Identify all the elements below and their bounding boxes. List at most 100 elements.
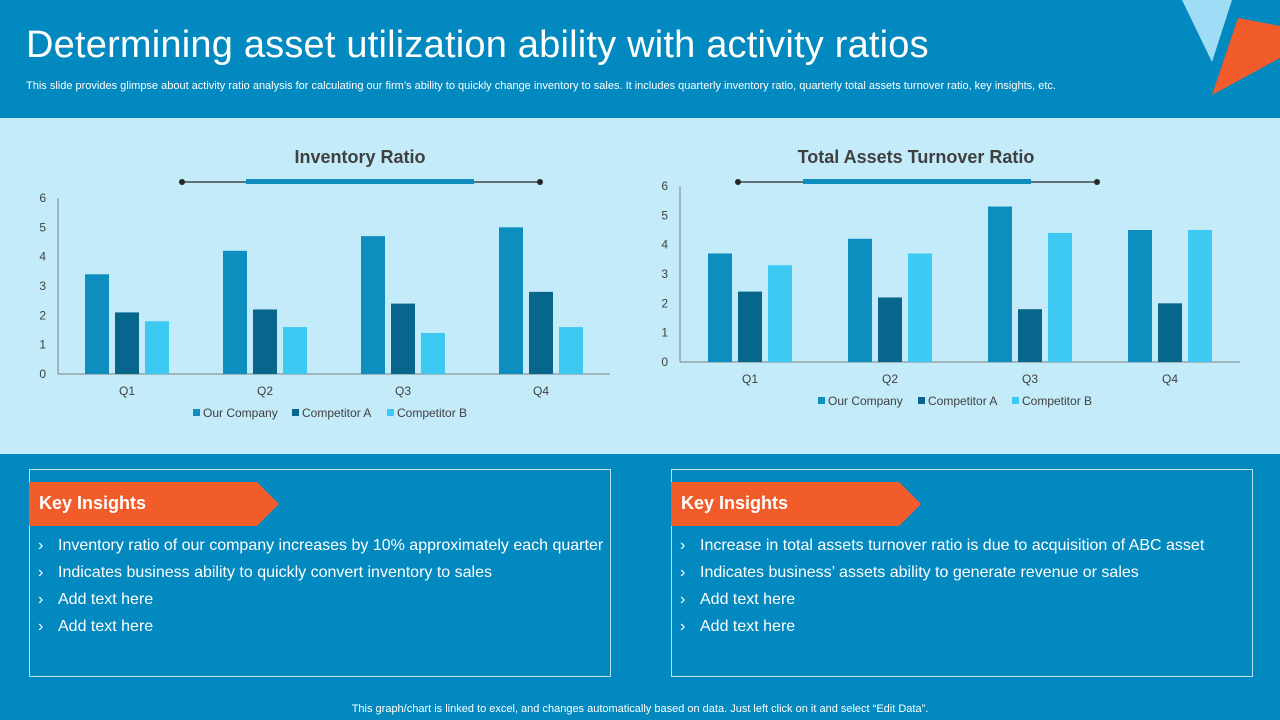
list-item: › Add text here (38, 613, 603, 640)
insights-list: › Inventory ratio of our company increase… (38, 532, 603, 640)
bar (1158, 303, 1182, 362)
list-item: › Increase in total assets turnover ratio… (680, 532, 1204, 559)
x-tick-label: Q3 (395, 384, 411, 398)
deco-light-triangle (1182, 0, 1232, 62)
y-tick-label: 5 (661, 208, 668, 222)
list-item: › Add text here (38, 586, 603, 613)
legend-swatch (918, 397, 925, 404)
corner-decoration (1182, 0, 1280, 95)
x-tick-label: Q2 (882, 372, 898, 386)
bar (361, 236, 385, 374)
y-tick-label: 1 (661, 326, 668, 340)
title-divider-dot (1094, 179, 1100, 185)
header: Determining asset utilization ability wi… (0, 0, 1280, 118)
title-divider-dot (179, 179, 185, 185)
chevron-right-icon: › (38, 617, 44, 635)
bar (1188, 230, 1212, 362)
chevron-right-icon: › (38, 536, 44, 554)
insights-heading: Key Insights (681, 493, 789, 513)
chevron-right-icon: › (38, 590, 44, 608)
bar (421, 332, 445, 374)
x-tick-label: Q1 (742, 372, 758, 386)
y-tick-label: 0 (39, 367, 46, 381)
bullet-text: Add text here (58, 590, 154, 608)
legend-swatch (292, 409, 299, 416)
y-tick-label: 4 (661, 238, 668, 252)
bullet-text: Inventory ratio of our company increases… (58, 536, 604, 554)
bar (848, 238, 872, 362)
charts-area[interactable]: Inventory Ratio 0 1 2 3 4 5 6 Q1 Q2 Q3 Q4 Our Compan… (0, 118, 1280, 454)
y-tick-label: 4 (39, 250, 46, 264)
bar (391, 303, 415, 374)
legend-label: Competitor B (397, 406, 467, 420)
bullet-text: Increase in total assets turnover ratio … (700, 536, 1205, 554)
bar (115, 312, 139, 374)
bar (1048, 232, 1072, 362)
insights-panel-left: Key Insights › Inventory ratio of our com… (29, 469, 611, 677)
y-tick-label: 5 (39, 220, 46, 234)
bullet-text: Add text here (700, 590, 796, 608)
y-tick-label: 3 (661, 267, 668, 281)
chevron-right-icon: › (680, 536, 686, 554)
bar (559, 327, 583, 374)
y-tick-label: 6 (39, 191, 46, 205)
chart-title: Inventory Ratio (294, 147, 425, 167)
y-tick-label: 1 (39, 338, 46, 352)
list-item: › Indicates business’ assets ability to g… (680, 559, 1204, 586)
list-item: › Inventory ratio of our company increase… (38, 532, 603, 559)
legend-swatch (387, 409, 394, 416)
page-subtitle: This slide provides glimpse about activi… (26, 80, 1056, 92)
title-accent-bar (246, 179, 474, 184)
x-tick-label: Q3 (1022, 372, 1038, 386)
bar (283, 327, 307, 374)
bar (988, 206, 1012, 362)
bar (878, 297, 902, 362)
y-tick-label: 2 (39, 308, 46, 322)
title-divider-dot (537, 179, 543, 185)
x-tick-label: Q4 (1162, 372, 1178, 386)
bullet-text: Indicates business ability to quickly co… (58, 563, 492, 581)
chart-title: Total Assets Turnover Ratio (798, 147, 1035, 167)
insights-banner: Key Insights (671, 482, 921, 526)
legend-swatch (818, 397, 825, 404)
bar (145, 321, 169, 374)
page-title: Determining asset utilization ability wi… (26, 24, 929, 66)
y-tick-label: 3 (39, 279, 46, 293)
bar (253, 309, 277, 374)
legend-label: Our Company (828, 394, 903, 408)
bar (85, 274, 109, 374)
y-tick-label: 2 (661, 296, 668, 310)
bar (708, 253, 732, 362)
x-tick-label: Q1 (119, 384, 135, 398)
list-item: › Add text here (680, 586, 1204, 613)
list-item: › Add text here (680, 613, 1204, 640)
x-tick-label: Q2 (257, 384, 273, 398)
legend-label: Competitor A (928, 394, 997, 408)
title-divider-dot (735, 179, 741, 185)
bar (1018, 309, 1042, 362)
bar (499, 227, 523, 374)
footer-note: This graph/chart is linked to excel, and… (351, 703, 929, 715)
insights-list: › Increase in total assets turnover ratio… (680, 532, 1204, 640)
insights-heading: Key Insights (39, 493, 147, 513)
y-tick-label: 6 (661, 179, 668, 193)
bullet-text: Indicates business’ assets ability to ge… (700, 563, 1139, 581)
chevron-right-icon: › (38, 563, 44, 581)
title-accent-bar (803, 179, 1031, 184)
x-tick-label: Q4 (533, 384, 549, 398)
bar (908, 253, 932, 362)
legend-label: Competitor B (1022, 394, 1092, 408)
bar (223, 250, 247, 374)
bullet-text: Add text here (58, 617, 154, 635)
insights-panel-right: Key Insights › Increase in total assets t… (671, 469, 1253, 677)
bar (529, 291, 553, 374)
bullet-text: Add text here (700, 617, 796, 635)
bar (738, 291, 762, 362)
legend-label: Competitor A (302, 406, 371, 420)
legend-swatch (1012, 397, 1019, 404)
chevron-right-icon: › (680, 617, 686, 635)
deco-orange-triangle (1212, 18, 1280, 95)
insights-banner: Key Insights (29, 482, 279, 526)
y-tick-label: 0 (661, 355, 668, 369)
bar (1128, 230, 1152, 362)
